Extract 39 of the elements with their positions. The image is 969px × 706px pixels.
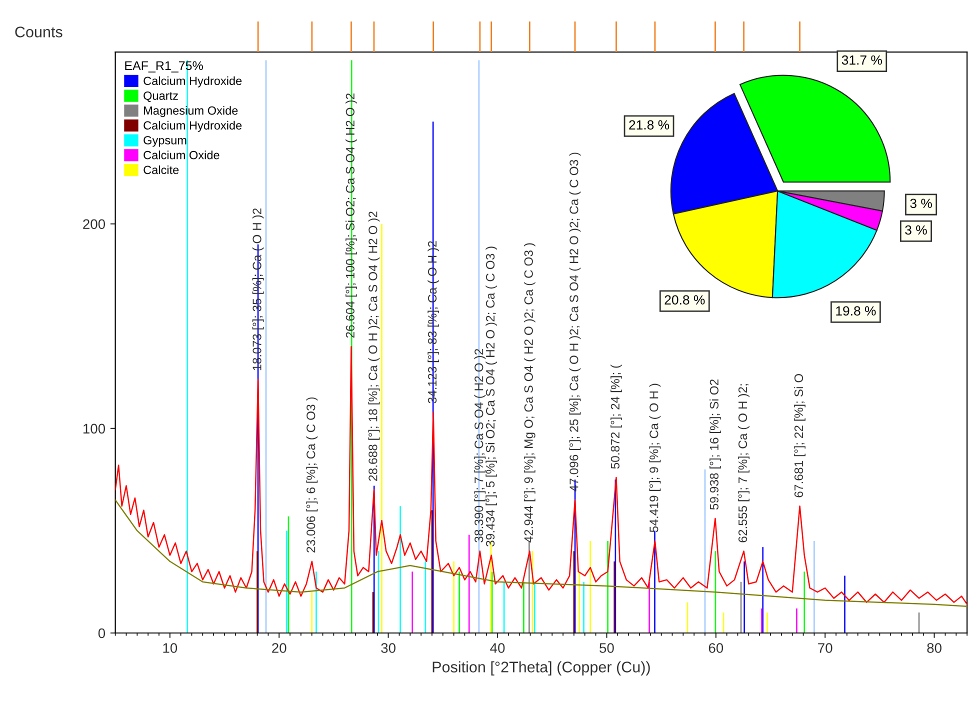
x-axis-title: Position [°2Theta] (Copper (Cu)) — [432, 661, 650, 676]
x-tick-label: 80 — [927, 643, 942, 653]
data-label: 20.8 % — [664, 295, 705, 305]
annotation: 38.390 [°]; 7 [%]; Ca S O4 ( H2 O )2 — [474, 349, 486, 542]
y-tick-label: 0 — [98, 628, 106, 638]
data-label: 31.7 % — [842, 55, 882, 65]
annotation: 34.123 [°]; 83 [%]; Ca ( O H )2 — [428, 241, 440, 404]
x-tick-label: 20 — [272, 643, 286, 653]
data-label: 21.8 % — [629, 120, 670, 130]
annotation: 62.555 [°]; 7 [%]; Ca ( O H )2; — [738, 384, 750, 542]
annotation: 18.073 [°]; 35 [%]; Ca ( O H )2 — [252, 208, 264, 370]
y-tick-label: 100 — [83, 424, 106, 434]
legend-label: Calcium Oxide — [144, 150, 220, 160]
legend-label: Calcium Hydroxide — [144, 120, 242, 132]
x-tick-label: 40 — [490, 643, 505, 653]
annotation: 50.872 [°]; 24 [%]; ( — [610, 364, 622, 469]
legend-label: Gypsum — [144, 136, 186, 147]
y-tick-label: 200 — [83, 219, 106, 230]
x-tick-label: 50 — [600, 643, 614, 653]
annotation: 42.944 [°]; 9 [%]; Mg O; Ca S O4 ( H2 O )2; Ca ( C O3 ) — [524, 243, 536, 543]
annotation: 59.938 [°]; 16 [%]; Si O2 — [710, 379, 721, 510]
annotation: 67.681 [°]; 22 [%]; Si O — [794, 374, 806, 498]
legend-label: Calcite — [144, 165, 179, 174]
x-tick-label: 70 — [818, 643, 832, 653]
legend-label: Quartz — [144, 92, 178, 102]
data-label: 3 % — [905, 225, 927, 235]
annotation: 39.434 [°]; 5 [%]; Si O2; Ca S O4 ( H2 O )2; Ca ( C O3 ) — [486, 246, 498, 546]
x-tick-label: 60 — [708, 643, 724, 653]
annotation: 47.096 [°]; 25 [%]; Ca ( O H )2; Ca S O4 ( H2 O )2; Ca ( C O3 ) — [569, 152, 581, 492]
annotation: 54.419 [°]; 9 [%]; Ca ( O H ) — [649, 384, 661, 532]
y-axis-title: Counts — [15, 26, 62, 38]
legend-label: Calcium Hydroxide — [144, 76, 242, 88]
annotation: 23.006 [°]; 6 [%]; Ca ( C O3 ) — [306, 397, 318, 552]
data-label: 19.8 % — [836, 306, 876, 316]
x-tick-label: 30 — [381, 643, 396, 653]
annotation: 28.688 [°]; 18 [%]; Ca ( O H )2; Ca S O4 ( H2 O )2 — [368, 212, 380, 481]
data-label: 3 % — [910, 198, 932, 208]
x-tick-label: 10 — [163, 643, 178, 653]
annotation: 26.604 [°]; 100 [%]; Si O2; Ca S O4 ( H2 O )2 — [346, 94, 357, 338]
